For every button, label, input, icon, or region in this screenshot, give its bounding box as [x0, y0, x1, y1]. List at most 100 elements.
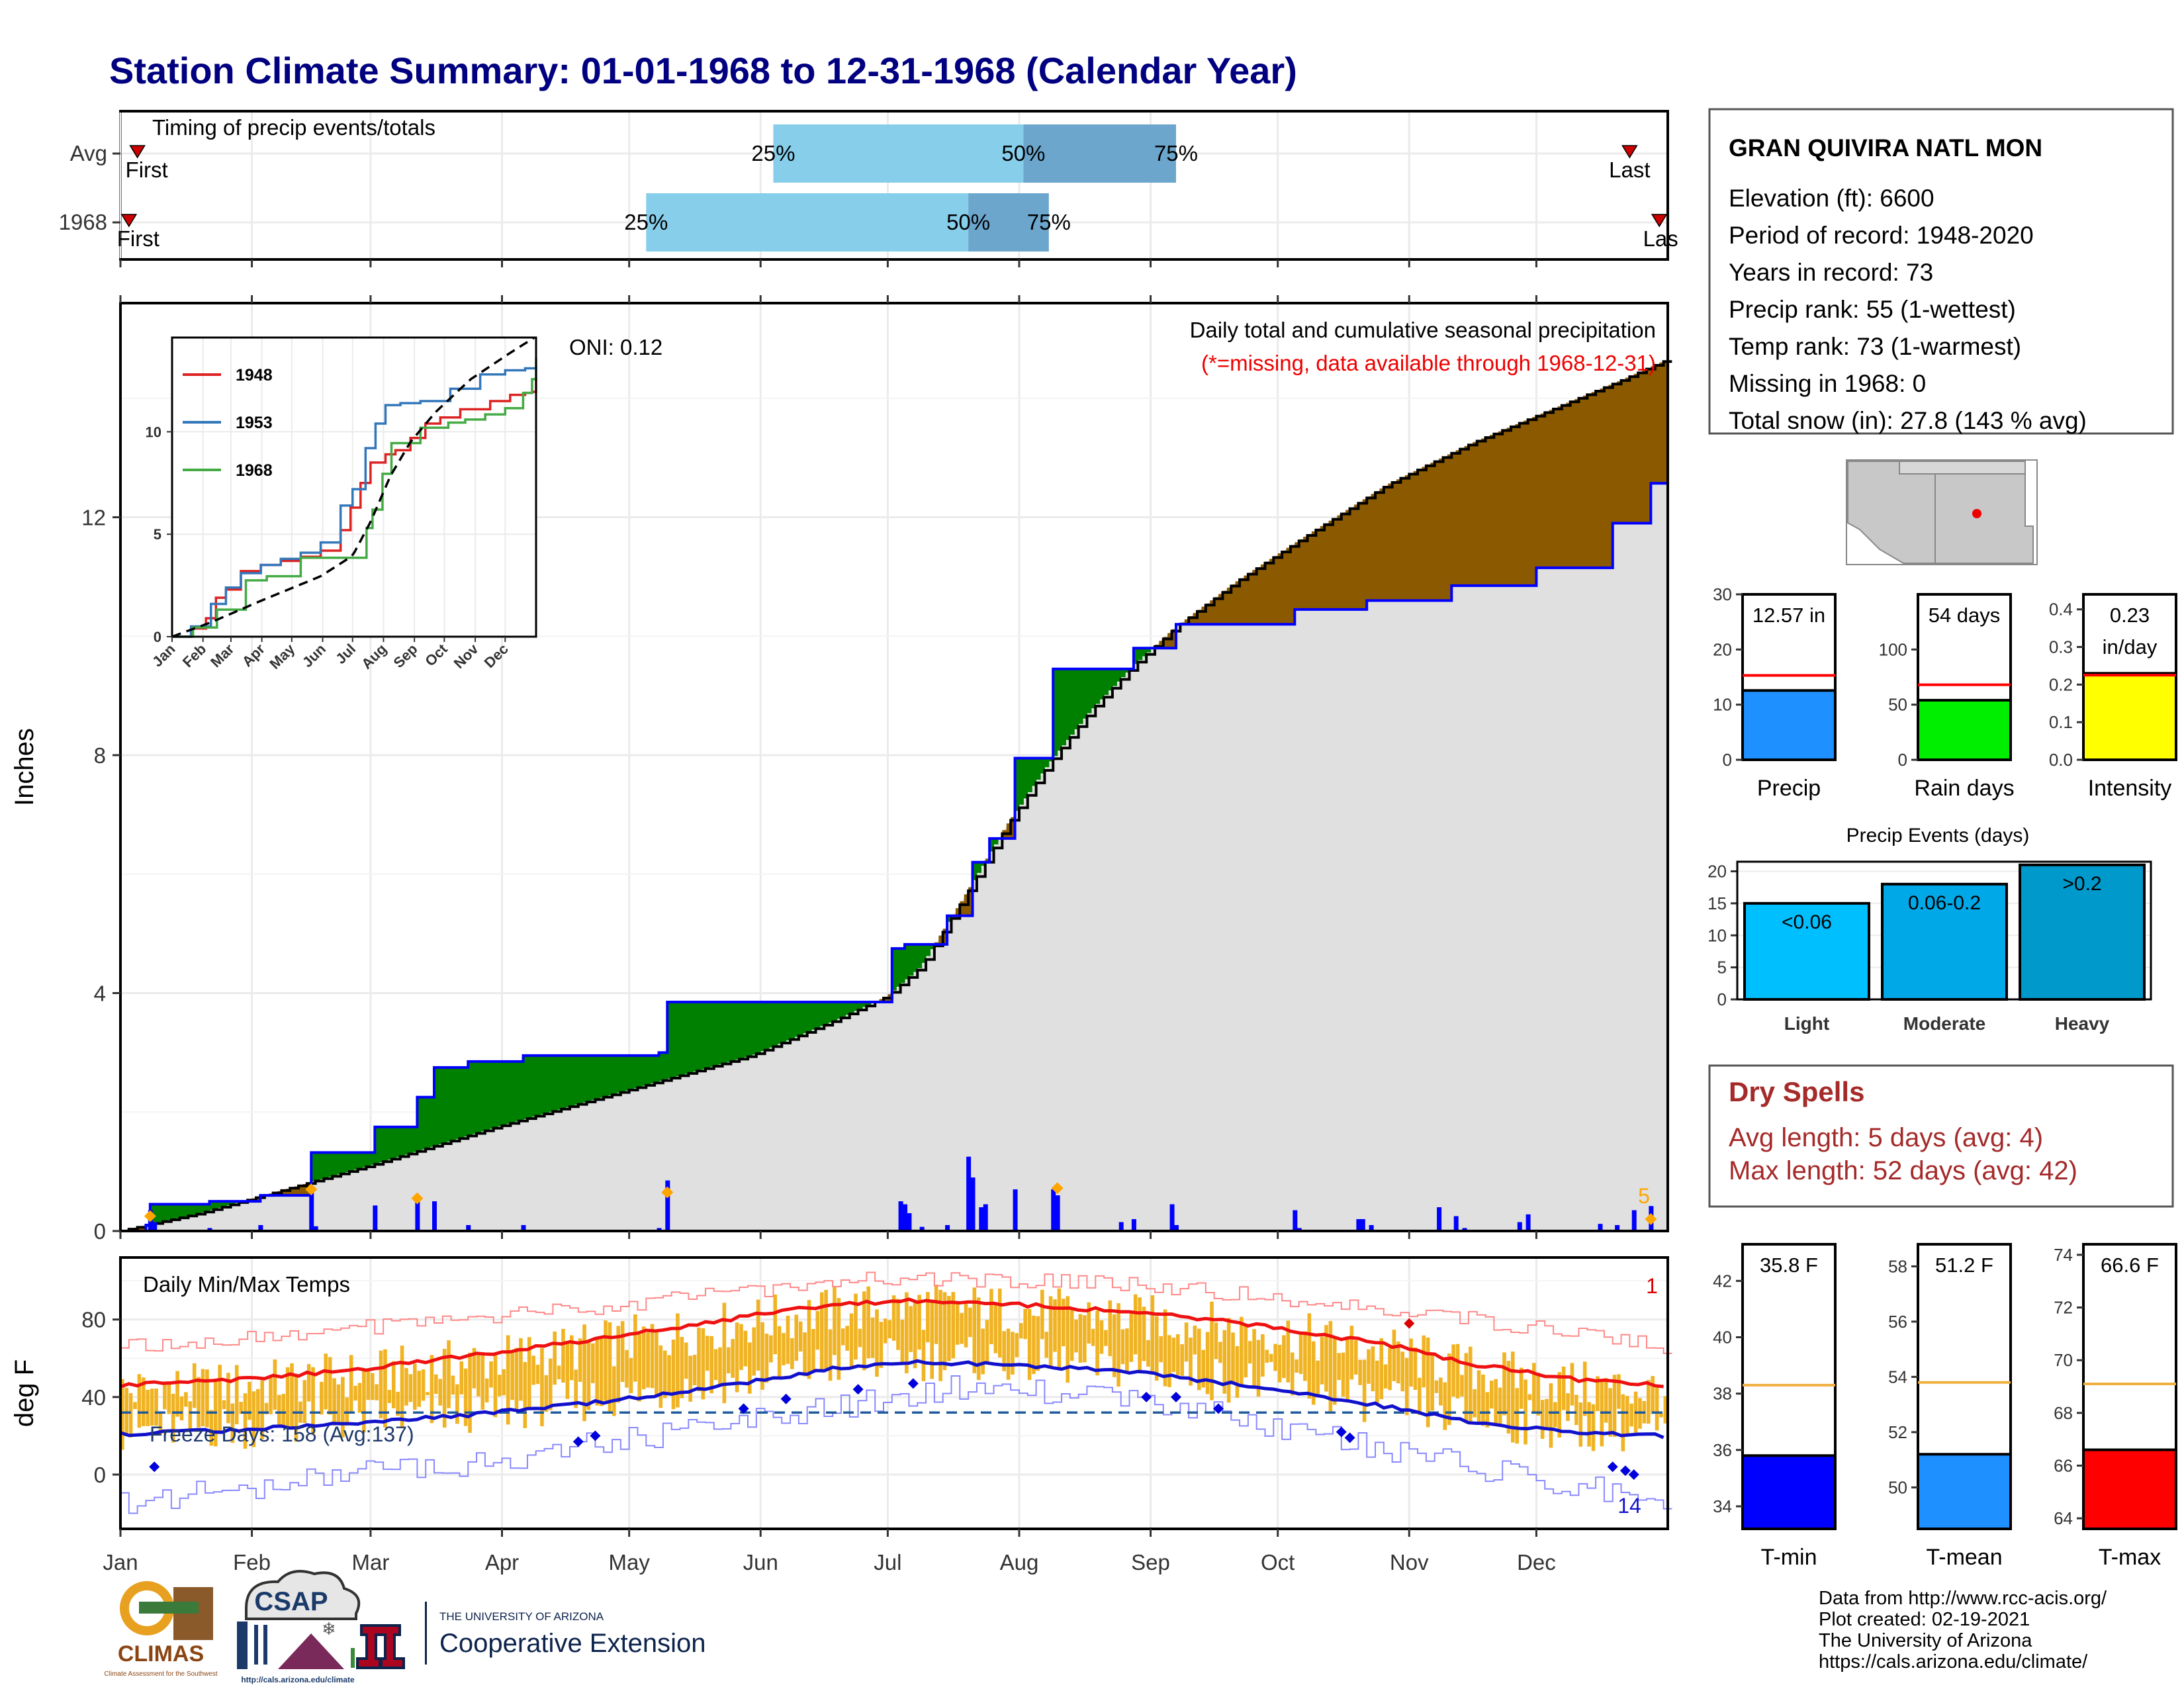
daily-temp-bar: [621, 1321, 625, 1382]
daily-temp-bar: [248, 1382, 251, 1420]
daily-temp-bar: [977, 1297, 981, 1380]
below-average-area: [1477, 440, 1482, 586]
inset-legend-label: 1953: [236, 414, 273, 432]
month-label-apr: Apr: [485, 1550, 519, 1575]
daily-temp-bar: [1345, 1336, 1349, 1400]
above-average-area: [480, 1062, 485, 1132]
daily-temp-bar: [1138, 1297, 1142, 1371]
csap-logo-pillar: [237, 1622, 248, 1669]
daily-temp-bar: [1023, 1308, 1027, 1339]
map-northern-states: [1899, 461, 2025, 474]
climas-logo: CLIMAS Climate Assessment for the Southw…: [104, 1586, 217, 1678]
mini-bar-value: [1918, 700, 2011, 760]
csap-logo-cactus: [351, 1648, 355, 1668]
daily-temp-bar: [1392, 1330, 1396, 1381]
daily-temp-bar: [1044, 1332, 1048, 1357]
timing-row-label: 1968: [59, 210, 107, 234]
month-label-may: May: [608, 1550, 650, 1575]
above-average-area: [680, 1002, 685, 1075]
daily-temp-bar: [1553, 1402, 1557, 1428]
mini-bar-category: T-max: [2099, 1545, 2161, 1570]
above-average-area: [604, 1056, 608, 1097]
daily-temp-bar: [1371, 1346, 1375, 1391]
above-average-area: [1070, 669, 1075, 735]
daily-temp-bar: [1629, 1404, 1633, 1427]
daily-temp-bar: [1040, 1290, 1044, 1340]
precip-events-tick-label: 5: [1717, 958, 1727, 978]
below-average-area: [1303, 537, 1308, 610]
daily-temp-bar: [502, 1369, 506, 1395]
precip-events-bar-label: >0.2: [2062, 873, 2101, 895]
below-average-area: [1583, 396, 1588, 568]
daily-precip-bar: [979, 1207, 983, 1231]
daily-temp-bar: [269, 1376, 273, 1414]
mini-bar-value: [2083, 673, 2176, 760]
mini-bar-tick-label: 64: [2054, 1508, 2073, 1528]
mini-bar-tick-label: 52: [1888, 1422, 1907, 1442]
above-average-area: [913, 944, 918, 972]
below-average-area: [1358, 502, 1363, 609]
daily-temp-bar: [1659, 1414, 1663, 1418]
mini-bar-tick-label: 68: [2054, 1403, 2073, 1423]
daily-temp-bar: [973, 1287, 977, 1373]
daily-temp-bar: [1388, 1348, 1392, 1390]
precip-y-tick-label: 8: [94, 743, 106, 768]
below-average-area: [1465, 446, 1469, 586]
climas-logo-subtext: Climate Assessment for the Southwest: [104, 1670, 217, 1678]
daily-temp-bar: [968, 1308, 972, 1338]
above-average-area: [616, 1056, 621, 1093]
below-average-area: [1435, 461, 1439, 600]
daily-temp-bar: [1185, 1322, 1189, 1361]
precip-events-tick-label: 20: [1707, 862, 1727, 882]
station-stat-line: Elevation (ft): 6600: [1729, 185, 1934, 212]
above-average-area: [468, 1062, 473, 1136]
daily-temp-bar: [765, 1334, 769, 1383]
mini-bar-tick-label: 40: [1713, 1327, 1732, 1347]
above-average-area: [1062, 669, 1066, 745]
above-average-area: [760, 1002, 765, 1051]
above-average-area: [917, 944, 922, 968]
daily-temp-bar: [688, 1355, 692, 1401]
daily-temp-bar: [1269, 1354, 1273, 1362]
timing-pct-label: 75%: [1154, 141, 1198, 165]
daily-temp-bar: [1384, 1364, 1388, 1388]
footer-credit-line: Data from http://www.rcc-acis.org/: [1819, 1588, 2107, 1609]
daily-temp-bar: [731, 1339, 735, 1378]
above-average-area: [341, 1152, 345, 1173]
mini-bar-tick-label: 74: [2054, 1245, 2073, 1265]
daily-temp-bar: [858, 1329, 862, 1348]
above-average-area: [328, 1152, 333, 1177]
csap-logo: CSAP ❄ http://cals.arizona.edu/climate: [237, 1571, 359, 1684]
mini-bar-tick-label: 38: [1713, 1384, 1732, 1404]
above-average-area: [625, 1056, 629, 1091]
daily-temp-bar: [413, 1363, 417, 1410]
daily-temp-bar: [1443, 1383, 1447, 1430]
above-average-area: [811, 1002, 816, 1030]
above-average-area: [807, 1002, 812, 1031]
daily-temp-bar: [1091, 1329, 1095, 1346]
mini-bar-value: [2083, 1450, 2176, 1529]
below-average-area: [1566, 403, 1570, 568]
daily-temp-bar: [1095, 1310, 1099, 1375]
above-average-area: [167, 1205, 171, 1220]
daily-temp-bar: [659, 1346, 662, 1408]
daily-precip-bar: [1132, 1219, 1136, 1231]
below-average-area: [1557, 406, 1562, 568]
daily-temp-bar: [646, 1332, 650, 1387]
mini-bar-category: Intensity: [2088, 776, 2172, 801]
mini-bar-tick-label: 42: [1713, 1271, 1732, 1291]
daily-temp-bar: [642, 1326, 646, 1389]
daily-temp-bar: [693, 1355, 697, 1385]
daily-temp-bar: [1108, 1301, 1112, 1356]
daily-temp-bar: [1278, 1345, 1282, 1383]
daily-temp-bar: [324, 1353, 328, 1409]
daily-temp-bar: [332, 1378, 336, 1425]
daily-temp-bar: [1447, 1353, 1451, 1425]
timing-pct-label: 50%: [1001, 141, 1045, 165]
above-average-area: [502, 1062, 506, 1125]
daily-temp-bar: [455, 1385, 459, 1424]
above-average-area: [349, 1152, 354, 1171]
daily-temp-bar: [744, 1331, 748, 1367]
daily-temp-bar: [845, 1326, 849, 1351]
